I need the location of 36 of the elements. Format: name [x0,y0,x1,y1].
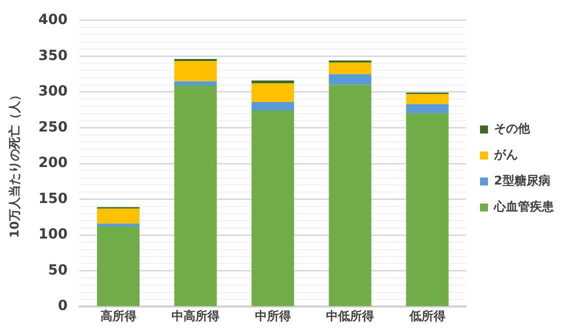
y-tick-label: 50 [48,262,68,278]
x-tick-label: 中高所得 [172,308,220,323]
legend-label: 2型糖尿病 [494,174,550,188]
legend-label: がん [493,148,518,162]
bar [97,224,140,226]
bar [252,102,294,111]
y-tick-label: 0 [58,298,68,314]
bar [406,113,449,306]
bar [328,62,372,74]
bar [252,110,294,306]
y-tick-label: 200 [38,155,68,172]
bar [406,94,449,104]
bar [174,86,217,306]
bar [328,60,372,63]
bar [97,226,140,306]
y-tick-label: 150 [38,190,68,207]
bar [252,83,294,102]
bar [328,84,372,306]
bar [406,104,449,114]
y-axis-title: 10万人当たりの死亡（人） [7,89,22,238]
bar [328,74,372,85]
bar [97,208,140,224]
y-tick-label: 300 [38,84,68,100]
x-tick-label: 低所得 [408,308,446,323]
x-tick-label: 中低所得 [326,308,374,323]
x-tick-label: 中所得 [254,308,291,323]
y-tick-label: 350 [38,48,68,64]
x-tick-label: 高所得 [100,308,136,323]
bar [174,61,217,82]
legend-label: その他 [494,122,531,136]
bar [174,81,217,86]
legend-label: 心血管疾患 [493,200,555,214]
y-tick-label: 250 [38,119,68,136]
y-tick-label: 400 [38,12,68,28]
bar [252,80,294,84]
y-tick-label: 100 [38,226,68,243]
